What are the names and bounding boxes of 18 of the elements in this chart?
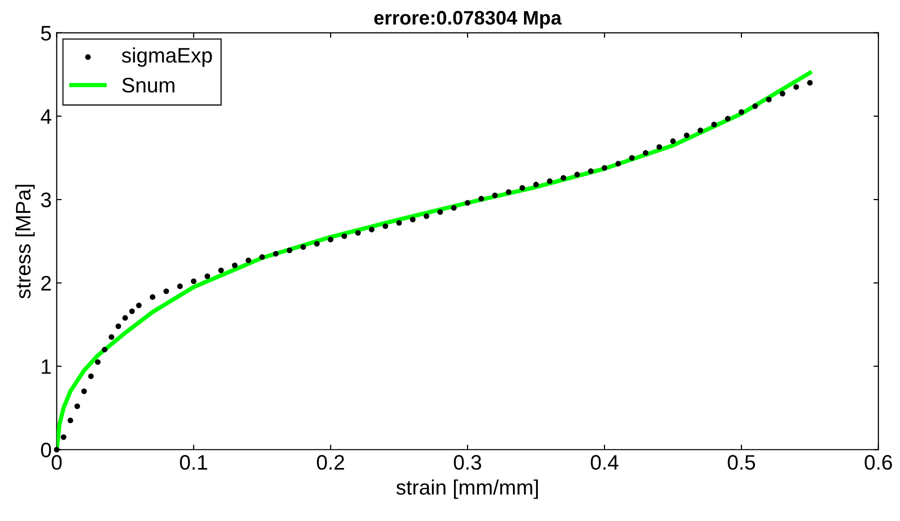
y-tick-label: 2 — [41, 276, 51, 290]
x-tick-label: 0.1 — [180, 455, 208, 470]
y-tick-label: 0 — [41, 442, 52, 458]
y-tick-label: 1 — [42, 359, 51, 374]
y-axis-title: stress [MPa] — [15, 184, 35, 299]
legend-label: sigmaExp — [122, 47, 212, 67]
x-tick-label: 0.6 — [864, 455, 892, 470]
y-tick-label: 5 — [41, 26, 51, 41]
x-tick-label: 0 — [52, 455, 62, 470]
y-tick-label: 3 — [41, 192, 51, 208]
chart-title: errore:0.078304 Mpa — [374, 10, 562, 29]
x-tick-label: 0.2 — [316, 455, 344, 470]
x-tick-label: 0.3 — [454, 455, 482, 470]
x-tick-label: 0.4 — [590, 455, 618, 470]
x-axis-title: strain [mm/mm] — [396, 479, 538, 499]
x-tick-label: 0.5 — [728, 455, 756, 470]
legend-label: Snum — [122, 78, 174, 93]
y-tick-label: 4 — [40, 109, 52, 124]
